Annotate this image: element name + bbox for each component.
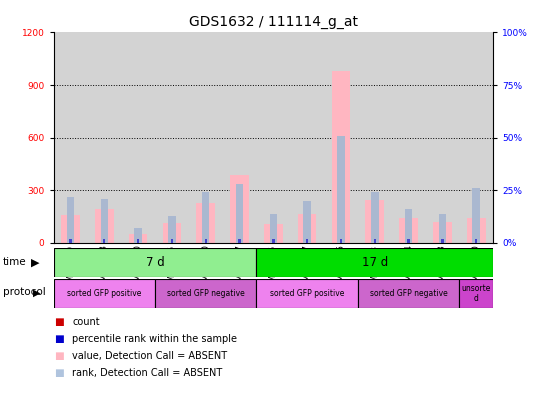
Bar	[340, 239, 342, 243]
Bar	[54, 32, 87, 243]
Bar	[205, 239, 207, 243]
Bar	[256, 32, 291, 243]
Bar	[366, 200, 384, 243]
Text: count: count	[72, 317, 100, 327]
Bar	[236, 184, 243, 243]
Bar	[337, 136, 345, 243]
Bar	[230, 175, 249, 243]
Bar	[101, 199, 108, 243]
Text: sorted GFP positive: sorted GFP positive	[67, 289, 142, 298]
Text: sorted GFP negative: sorted GFP negative	[370, 289, 448, 298]
Text: 17 d: 17 d	[362, 256, 388, 269]
Text: sorted GFP negative: sorted GFP negative	[167, 289, 244, 298]
Bar	[399, 218, 418, 243]
Bar	[264, 224, 282, 243]
Bar	[459, 32, 493, 243]
Bar	[358, 32, 392, 243]
Bar	[324, 32, 358, 243]
Bar	[155, 32, 189, 243]
Bar	[473, 188, 480, 243]
Bar	[467, 217, 486, 243]
Bar	[332, 71, 350, 243]
Bar	[135, 228, 142, 243]
Bar	[270, 213, 277, 243]
Bar	[196, 202, 215, 243]
Bar	[426, 32, 459, 243]
Bar	[441, 239, 444, 243]
Bar	[54, 248, 256, 277]
Bar	[433, 222, 452, 243]
Title: GDS1632 / 111114_g_at: GDS1632 / 111114_g_at	[189, 15, 358, 29]
Bar	[54, 279, 155, 308]
Bar	[371, 192, 378, 243]
Bar	[189, 32, 222, 243]
Bar	[202, 192, 210, 243]
Bar	[438, 213, 446, 243]
Bar	[392, 32, 426, 243]
Bar	[69, 239, 72, 243]
Text: ▶: ▶	[31, 258, 39, 267]
Bar	[162, 223, 181, 243]
Text: ■: ■	[54, 334, 63, 344]
Text: ■: ■	[54, 317, 63, 327]
Text: sorted GFP positive: sorted GFP positive	[270, 289, 344, 298]
Text: time: time	[3, 258, 26, 267]
Text: percentile rank within the sample: percentile rank within the sample	[72, 334, 237, 344]
Bar	[459, 279, 493, 308]
Bar	[67, 197, 74, 243]
Bar	[171, 239, 173, 243]
Text: value, Detection Call = ABSENT: value, Detection Call = ABSENT	[72, 351, 227, 361]
Bar	[95, 209, 114, 243]
Bar	[374, 239, 376, 243]
Bar	[272, 239, 274, 243]
Bar	[306, 239, 308, 243]
Text: ■: ■	[54, 351, 63, 361]
Text: unsorte
d: unsorte d	[461, 284, 491, 303]
Bar	[137, 239, 139, 243]
Bar	[168, 215, 176, 243]
Bar	[87, 32, 121, 243]
Bar	[222, 32, 256, 243]
Text: ▶: ▶	[33, 288, 40, 297]
Bar	[407, 239, 410, 243]
Bar	[155, 279, 256, 308]
Text: 7 d: 7 d	[146, 256, 165, 269]
Bar	[298, 214, 316, 243]
Text: rank, Detection Call = ABSENT: rank, Detection Call = ABSENT	[72, 368, 222, 378]
Bar	[129, 234, 147, 243]
Bar	[358, 279, 459, 308]
Bar	[291, 32, 324, 243]
Bar	[256, 248, 493, 277]
Bar	[121, 32, 155, 243]
Bar	[256, 279, 358, 308]
Bar	[103, 239, 106, 243]
Bar	[61, 215, 80, 243]
Bar	[405, 209, 412, 243]
Bar	[475, 239, 478, 243]
Bar	[239, 239, 241, 243]
Text: ■: ■	[54, 368, 63, 378]
Text: protocol: protocol	[3, 288, 46, 297]
Bar	[303, 201, 311, 243]
